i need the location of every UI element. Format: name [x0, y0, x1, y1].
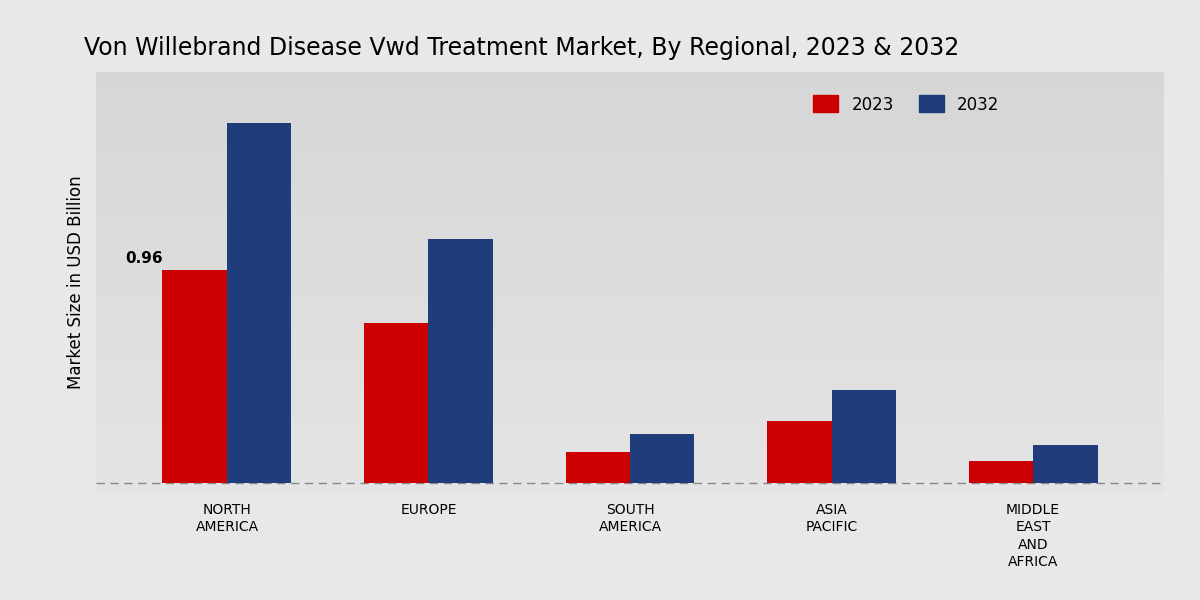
- Bar: [630, 434, 695, 483]
- Legend: 2023, 2032: 2023, 2032: [806, 89, 1006, 120]
- Bar: [428, 239, 493, 483]
- Text: 0.96: 0.96: [125, 251, 162, 266]
- Bar: [364, 323, 428, 483]
- Bar: [767, 421, 832, 483]
- Bar: [162, 270, 227, 483]
- Bar: [1033, 445, 1098, 483]
- Bar: [968, 461, 1033, 483]
- Y-axis label: Market Size in USD Billion: Market Size in USD Billion: [67, 175, 85, 389]
- Text: Von Willebrand Disease Vwd Treatment Market, By Regional, 2023 & 2032: Von Willebrand Disease Vwd Treatment Mar…: [84, 36, 959, 60]
- Bar: [832, 390, 896, 483]
- Bar: [565, 452, 630, 483]
- Bar: [227, 123, 292, 483]
